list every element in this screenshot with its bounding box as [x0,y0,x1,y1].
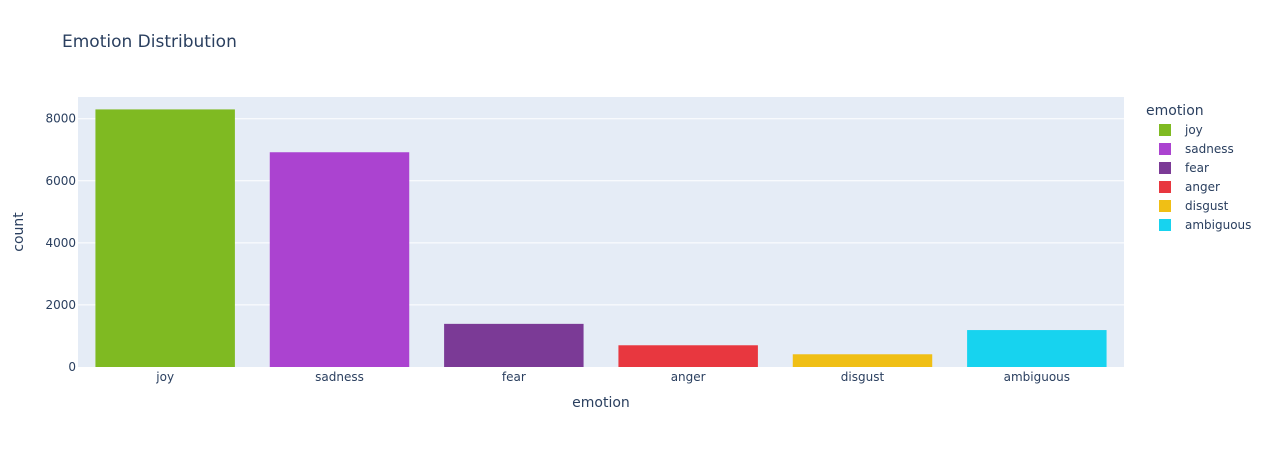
y-tick-label: 6000 [45,174,76,188]
y-axis-title: count [11,212,27,252]
legend-item-label[interactable]: disgust [1185,199,1229,213]
x-axis-ticks: joy sadness fear anger disgust ambiguous [155,370,1070,384]
x-tick-label: joy [155,370,174,384]
bar-ambiguous [967,330,1107,367]
bar-joy [95,109,235,368]
x-axis-title: emotion [572,395,630,411]
plot-area [78,97,1124,367]
x-tick-label: sadness [315,370,364,384]
legend-item-label[interactable]: fear [1185,161,1209,175]
bar-sadness [269,152,410,367]
bars [95,109,1107,368]
x-tick-label: ambiguous [1004,370,1070,384]
legend-item-label[interactable]: sadness [1185,142,1234,156]
y-tick-label: 8000 [45,112,76,126]
legend-swatch[interactable] [1159,219,1171,231]
legend-item-label[interactable]: anger [1185,180,1220,194]
gridlines [78,118,1124,306]
y-tick-label: 2000 [45,298,76,312]
legend-swatch[interactable] [1159,143,1171,155]
bar-anger [618,345,758,367]
y-tick-label: 4000 [45,236,76,250]
y-axis-ticks: 0 2000 4000 6000 8000 [45,112,76,374]
legend: emotion joy sadness fear anger disgust ambigu… [1146,103,1251,232]
legend-title: emotion [1146,103,1204,119]
chart-title: Emotion Distribution [62,32,237,52]
legend-item-label[interactable]: ambiguous [1185,218,1251,232]
legend-swatch[interactable] [1159,162,1171,174]
x-tick-label: anger [671,370,706,384]
bar-disgust [792,354,933,367]
legend-swatch[interactable] [1159,200,1171,212]
x-tick-label: disgust [841,370,885,384]
legend-swatch[interactable] [1159,181,1171,193]
y-tick-label: 0 [68,360,76,374]
x-tick-label: fear [502,370,526,384]
legend-item-label[interactable]: joy [1184,123,1203,137]
legend-swatch[interactable] [1159,124,1171,136]
bar-fear [444,323,584,367]
